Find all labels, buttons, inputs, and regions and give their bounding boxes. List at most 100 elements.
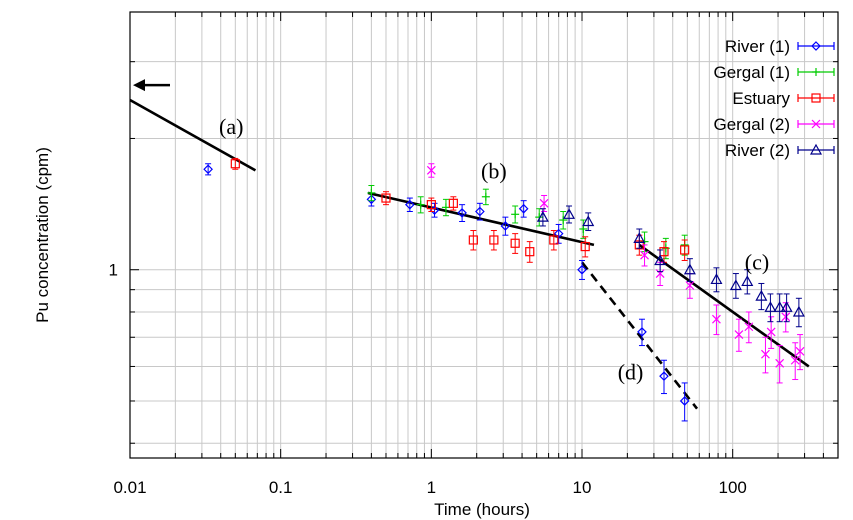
data-point xyxy=(734,318,744,352)
marker-diamond xyxy=(553,228,564,239)
data-point xyxy=(580,236,590,258)
data-point xyxy=(489,230,499,251)
data-point xyxy=(780,293,793,323)
data-point xyxy=(679,382,690,422)
marker-cross xyxy=(766,327,776,337)
data-point xyxy=(712,304,721,336)
marker-cross xyxy=(781,312,791,322)
marker-diamond xyxy=(500,221,511,231)
marker-triangle xyxy=(633,232,646,243)
legend-item: Gergal (2) xyxy=(713,115,835,134)
marker-triangle xyxy=(563,208,576,219)
legend-item: Gergal (1) xyxy=(713,63,835,82)
data-point xyxy=(710,267,723,293)
data-point xyxy=(457,204,467,223)
data-point xyxy=(577,259,587,280)
data-point xyxy=(448,196,458,211)
marker-diamond xyxy=(518,203,529,214)
marker-diamond xyxy=(679,396,690,406)
data-point xyxy=(518,200,529,218)
x-tick-label: 1 xyxy=(427,478,436,497)
marker-square xyxy=(489,235,499,245)
marker-cross xyxy=(640,250,649,260)
marker-diamond xyxy=(366,194,377,205)
data-point xyxy=(792,297,805,328)
data-point xyxy=(761,336,770,374)
marker-triangle xyxy=(729,279,742,291)
data-point xyxy=(381,191,391,206)
data-point xyxy=(481,188,490,206)
legend-label: Gergal (2) xyxy=(713,115,790,134)
marker-square xyxy=(381,193,391,203)
data-point xyxy=(559,210,568,230)
marker-square xyxy=(510,238,520,248)
marker-triangle xyxy=(780,301,793,312)
data-point xyxy=(654,249,667,273)
marker-triangle xyxy=(792,305,805,317)
data-point xyxy=(426,197,436,212)
x-tick-label: 10 xyxy=(573,478,592,497)
annotation-d: (d) xyxy=(618,360,644,385)
annotation-b: (b) xyxy=(481,158,507,183)
legend-item: River (1) xyxy=(725,37,835,56)
data-point xyxy=(683,258,696,282)
legend-marker xyxy=(809,143,823,155)
marker-diamond xyxy=(659,371,669,382)
marker-cross xyxy=(761,349,770,359)
data-point xyxy=(416,196,425,214)
data-point xyxy=(680,239,690,261)
marker-plus xyxy=(559,216,568,225)
data-point xyxy=(510,233,520,254)
legend-label: River (2) xyxy=(725,141,790,160)
data-point xyxy=(744,311,754,344)
marker-triangle xyxy=(741,275,754,287)
marker-cross xyxy=(712,314,721,324)
x-tick-label: 0.1 xyxy=(269,478,293,497)
data-point xyxy=(553,223,564,244)
y-axis-label: Pu concentration (cpm) xyxy=(33,147,52,323)
legend-marker xyxy=(811,41,821,51)
data-point xyxy=(230,157,240,170)
data-points xyxy=(203,157,805,422)
marker-cross xyxy=(655,269,665,278)
legend-item: River (2) xyxy=(725,141,835,160)
data-point xyxy=(741,269,754,295)
marker-triangle xyxy=(536,210,549,222)
marker-cross xyxy=(685,281,695,290)
legend: River (1) Gergal (1) Estuary Gergal (2) Rive… xyxy=(713,37,835,160)
data-point xyxy=(637,318,647,347)
marker-diamond xyxy=(457,208,467,218)
data-point xyxy=(441,198,450,217)
fit-line-c xyxy=(638,243,810,368)
data-point xyxy=(500,216,511,236)
data-point xyxy=(729,273,742,299)
fit-line-d xyxy=(580,261,699,410)
legend-marker xyxy=(811,93,821,103)
data-point xyxy=(525,241,535,263)
annotations: (a) (b) (c) (d) xyxy=(133,79,769,385)
data-point xyxy=(659,359,669,395)
data-point xyxy=(773,293,786,323)
marker-square xyxy=(448,198,458,208)
marker-square xyxy=(525,247,535,257)
marker-plus xyxy=(511,210,520,219)
legend-item: Estuary xyxy=(732,89,835,108)
data-point xyxy=(795,334,805,371)
marker-diamond xyxy=(203,164,213,175)
marker-cross xyxy=(426,165,436,175)
data-point xyxy=(764,293,777,323)
marker-plus xyxy=(416,200,425,209)
data-point xyxy=(640,244,649,267)
data-point xyxy=(426,163,436,178)
marker-diamond xyxy=(577,264,587,275)
legend-label: Gergal (1) xyxy=(713,63,790,82)
data-point xyxy=(203,163,213,176)
marker-square xyxy=(230,159,240,169)
marker-plus xyxy=(441,203,450,212)
marker-cross xyxy=(775,358,785,368)
marker-triangle xyxy=(773,301,786,312)
data-point xyxy=(367,185,376,202)
data-point xyxy=(536,208,549,227)
data-point xyxy=(790,342,800,381)
x-tick-label: 100 xyxy=(718,478,746,497)
